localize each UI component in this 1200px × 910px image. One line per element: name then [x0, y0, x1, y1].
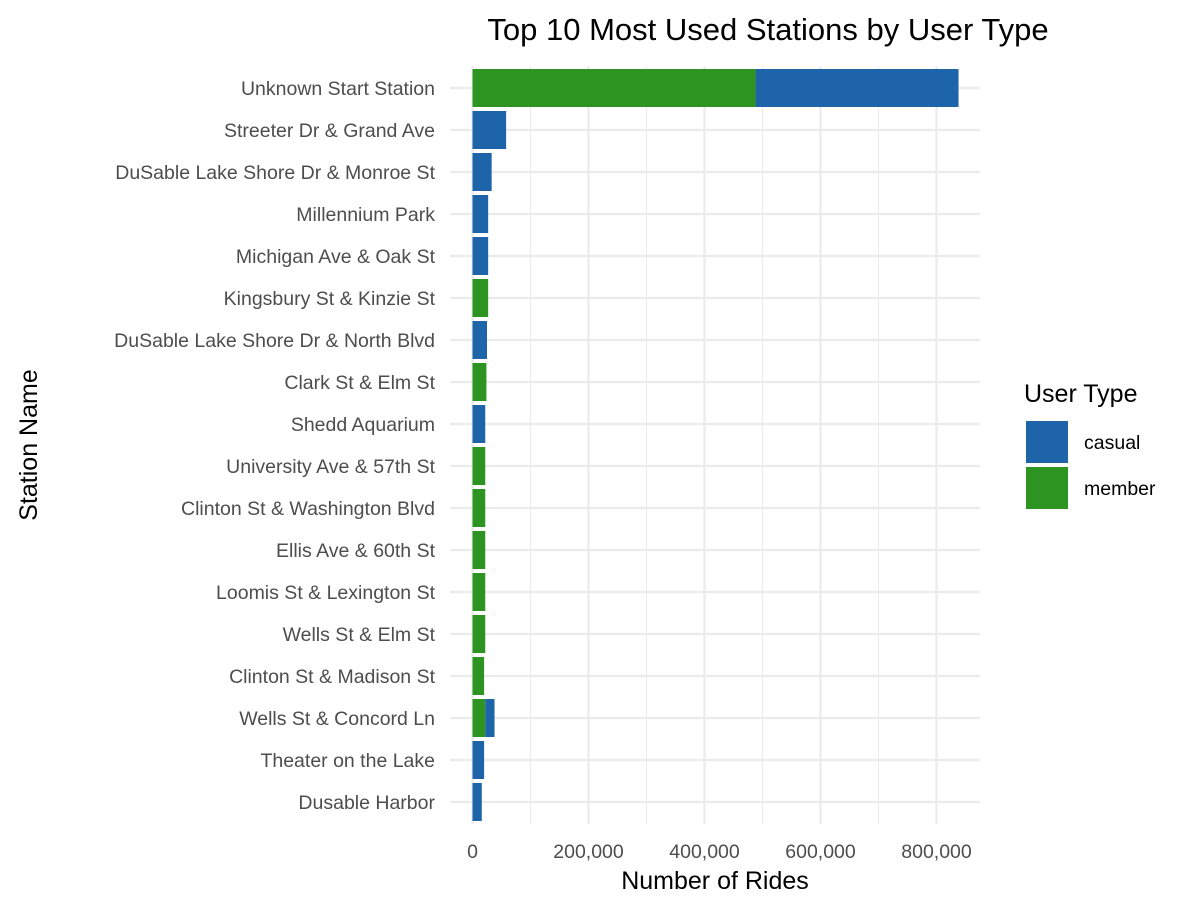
bar-casual	[472, 111, 507, 149]
y-tick-label: Wells St & Concord Ln	[239, 708, 435, 730]
legend-label-member: member	[1084, 478, 1156, 500]
bar-casual	[485, 699, 495, 737]
y-tick-label: Streeter Dr & Grand Ave	[224, 120, 435, 142]
bar-casual	[472, 237, 489, 275]
y-axis-title: Station Name	[15, 369, 43, 520]
x-axis-title: Number of Rides	[621, 867, 809, 895]
legend: User Type casual member	[1024, 380, 1156, 509]
y-tick-label: Shedd Aquarium	[291, 414, 435, 436]
bar-member	[472, 489, 486, 527]
x-tick-label: 600,000	[785, 841, 856, 863]
bar-member	[472, 531, 486, 569]
bars	[472, 69, 959, 821]
y-axis-tick-labels: Unknown Start Station Streeter Dr & Grand…	[114, 78, 435, 814]
y-tick-label: Unknown Start Station	[241, 78, 435, 100]
x-tick-label: 0	[467, 841, 478, 863]
x-tick-label: 400,000	[669, 841, 740, 863]
bar-member	[472, 363, 487, 401]
y-tick-label: Theater on the Lake	[260, 750, 435, 772]
bar-casual	[755, 69, 959, 107]
bar-casual	[472, 153, 492, 191]
y-tick-label: Clark St & Elm St	[284, 372, 435, 394]
grid	[450, 66, 980, 824]
bar-member	[472, 615, 486, 653]
legend-title: User Type	[1024, 380, 1137, 408]
y-tick-label: Millennium Park	[296, 204, 435, 226]
bar-member	[472, 699, 486, 737]
y-tick-label: Clinton St & Washington Blvd	[181, 498, 435, 520]
bar-member	[472, 69, 756, 107]
chart-title: Top 10 Most Used Stations by User Type	[487, 12, 1048, 47]
bar-casual	[472, 195, 489, 233]
y-tick-label: Loomis St & Lexington St	[216, 582, 436, 604]
bar-casual	[472, 405, 486, 443]
legend-key-casual	[1026, 421, 1068, 463]
y-tick-label: Clinton St & Madison St	[229, 666, 436, 688]
y-tick-label: Kingsbury St & Kinzie St	[224, 288, 436, 310]
bar-member	[472, 447, 486, 485]
x-tick-label: 800,000	[901, 841, 972, 863]
bar-casual	[472, 321, 487, 359]
y-tick-label: DuSable Lake Shore Dr & Monroe St	[115, 162, 435, 184]
legend-items: casual member	[1026, 421, 1156, 509]
y-tick-label: Wells St & Elm St	[283, 624, 436, 646]
bar-casual	[472, 741, 485, 779]
y-tick-label: Michigan Ave & Oak St	[236, 246, 436, 268]
x-axis-tick-labels: 0 200,000 400,000 600,000 800,000	[467, 841, 972, 863]
y-tick-label: DuSable Lake Shore Dr & North Blvd	[114, 330, 435, 352]
y-tick-label: Dusable Harbor	[298, 792, 435, 814]
bar-casual	[472, 783, 482, 821]
legend-key-member	[1026, 467, 1068, 509]
legend-label-casual: casual	[1084, 432, 1140, 454]
bar-member	[472, 279, 489, 317]
y-tick-label: Ellis Ave & 60th St	[276, 540, 436, 562]
x-tick-label: 200,000	[553, 841, 624, 863]
bar-member	[472, 573, 486, 611]
bar-member	[472, 657, 485, 695]
y-tick-label: University Ave & 57th St	[226, 456, 435, 478]
